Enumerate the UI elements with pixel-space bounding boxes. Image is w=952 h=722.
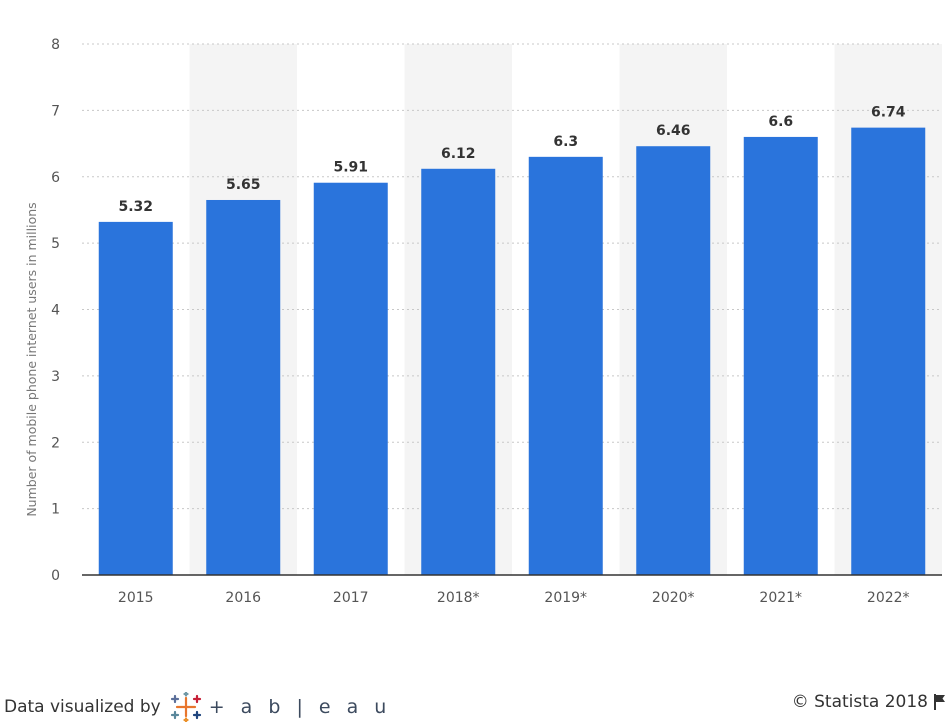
data-label: 6.6 bbox=[768, 114, 793, 130]
y-tick-label: 8 bbox=[51, 37, 60, 53]
tableau-wordmark: + a b | e a u bbox=[208, 696, 392, 718]
x-tick-label: 2022* bbox=[867, 590, 910, 606]
y-tick-label: 6 bbox=[51, 170, 60, 186]
bar-chart: 0 1 2 3 4 5 6 7 8 Number of mobile phone internet… bbox=[24, 37, 942, 606]
data-label: 5.91 bbox=[333, 160, 368, 176]
y-axis-label: Number of mobile phone internet users in… bbox=[24, 202, 39, 516]
bar bbox=[636, 146, 711, 575]
x-tick-label: 2016 bbox=[225, 590, 261, 606]
data-label: 6.3 bbox=[553, 134, 578, 150]
x-tick-label: 2021* bbox=[759, 590, 802, 606]
flag-icon[interactable] bbox=[934, 694, 946, 710]
footer-attribution: Data visualized by bbox=[4, 692, 391, 722]
bar bbox=[743, 136, 818, 576]
x-tick-label: 2020* bbox=[652, 590, 695, 606]
bar bbox=[313, 182, 388, 575]
bar bbox=[98, 221, 173, 575]
y-tick-label: 2 bbox=[51, 435, 60, 451]
data-label: 6.74 bbox=[871, 105, 906, 121]
bar bbox=[421, 168, 496, 575]
x-tick-label: 2015 bbox=[118, 590, 154, 606]
footer-copyright: © Statista 2018 bbox=[792, 692, 946, 712]
y-tick-label: 7 bbox=[51, 103, 60, 119]
tableau-logo-icon bbox=[170, 692, 201, 722]
data-label: 6.46 bbox=[656, 123, 691, 139]
x-tick-label: 2018* bbox=[437, 590, 480, 606]
y-tick-label: 1 bbox=[51, 502, 60, 518]
bar bbox=[528, 156, 603, 575]
tableau-logo[interactable]: + a b | e a u bbox=[169, 692, 392, 722]
y-tick-label: 4 bbox=[51, 303, 60, 319]
y-tick-label: 0 bbox=[51, 568, 60, 584]
bar bbox=[206, 199, 281, 575]
data-visualized-by-text: Data visualized by bbox=[4, 697, 161, 717]
bar bbox=[851, 127, 926, 575]
x-tick-label: 2017 bbox=[333, 590, 369, 606]
x-tick-label: 2019* bbox=[544, 590, 587, 606]
y-tick-label: 3 bbox=[51, 369, 60, 385]
y-tick-label: 5 bbox=[51, 236, 60, 252]
data-label: 5.32 bbox=[118, 199, 153, 215]
data-label: 6.12 bbox=[441, 146, 476, 162]
statista-copyright[interactable]: © Statista 2018 bbox=[791, 692, 928, 712]
data-label: 5.65 bbox=[226, 177, 261, 193]
